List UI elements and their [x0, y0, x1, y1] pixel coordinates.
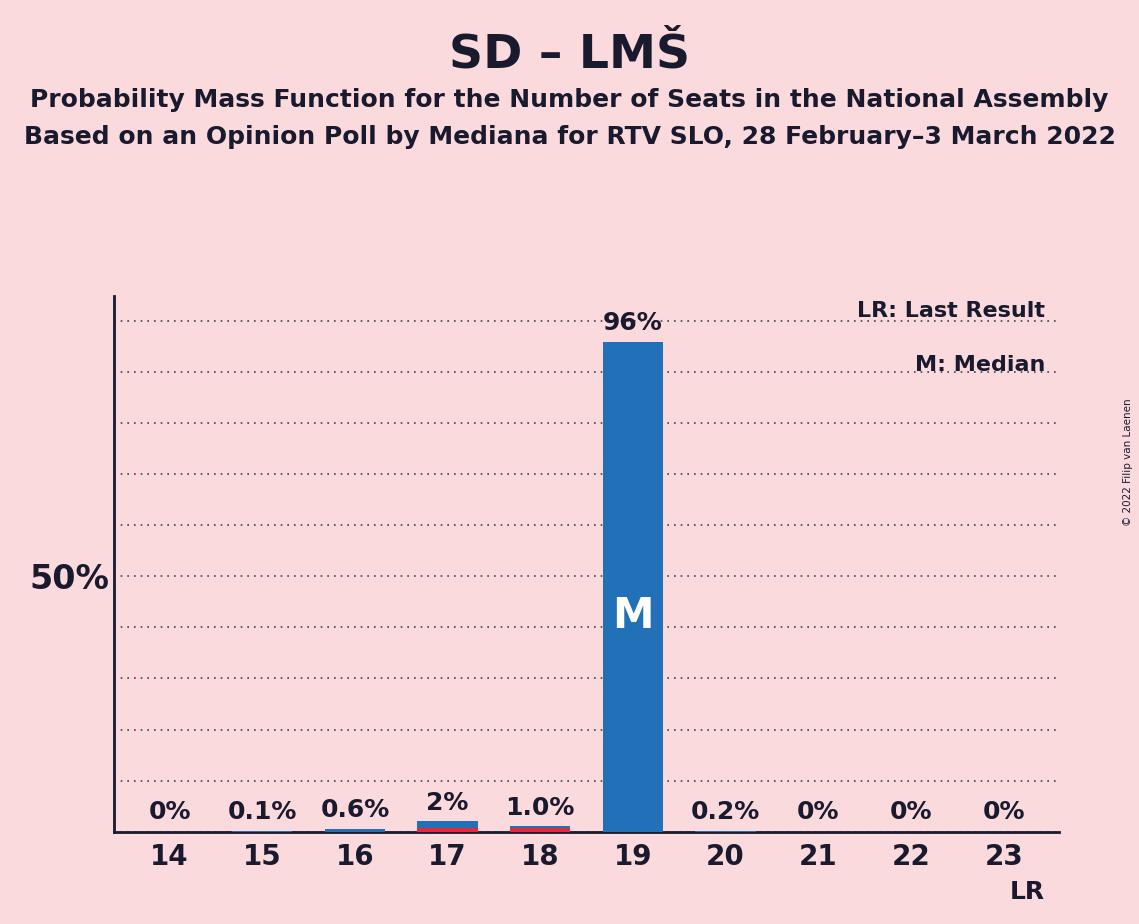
Text: M: M [612, 595, 654, 637]
Text: © 2022 Filip van Laenen: © 2022 Filip van Laenen [1123, 398, 1133, 526]
Text: 0%: 0% [890, 800, 932, 824]
Text: SD – LMŠ: SD – LMŠ [449, 32, 690, 78]
Text: 0%: 0% [148, 800, 190, 824]
Text: LR: LR [1010, 880, 1046, 904]
Bar [417, 821, 477, 832]
Text: Probability Mass Function for the Number of Seats in the National Assembly: Probability Mass Function for the Number… [31, 88, 1108, 112]
Text: Based on an Opinion Poll by Mediana for RTV SLO, 28 February–3 March 2022: Based on an Opinion Poll by Mediana for … [24, 125, 1115, 149]
Bar [417, 828, 477, 832]
Text: LR: Last Result: LR: Last Result [857, 301, 1046, 321]
Text: 0.1%: 0.1% [228, 800, 297, 824]
Text: 0%: 0% [797, 800, 839, 824]
Text: 0.6%: 0.6% [320, 798, 390, 822]
Text: 96%: 96% [603, 311, 663, 335]
Bar [510, 826, 571, 832]
Text: 1.0%: 1.0% [506, 796, 575, 820]
Text: 0.2%: 0.2% [691, 800, 760, 824]
Bar [325, 829, 385, 832]
Text: 0%: 0% [983, 800, 1025, 824]
Text: M: Median: M: Median [915, 355, 1046, 374]
Bar [603, 342, 663, 832]
Text: 2%: 2% [426, 791, 469, 815]
Bar [696, 831, 756, 832]
Bar [510, 828, 571, 832]
